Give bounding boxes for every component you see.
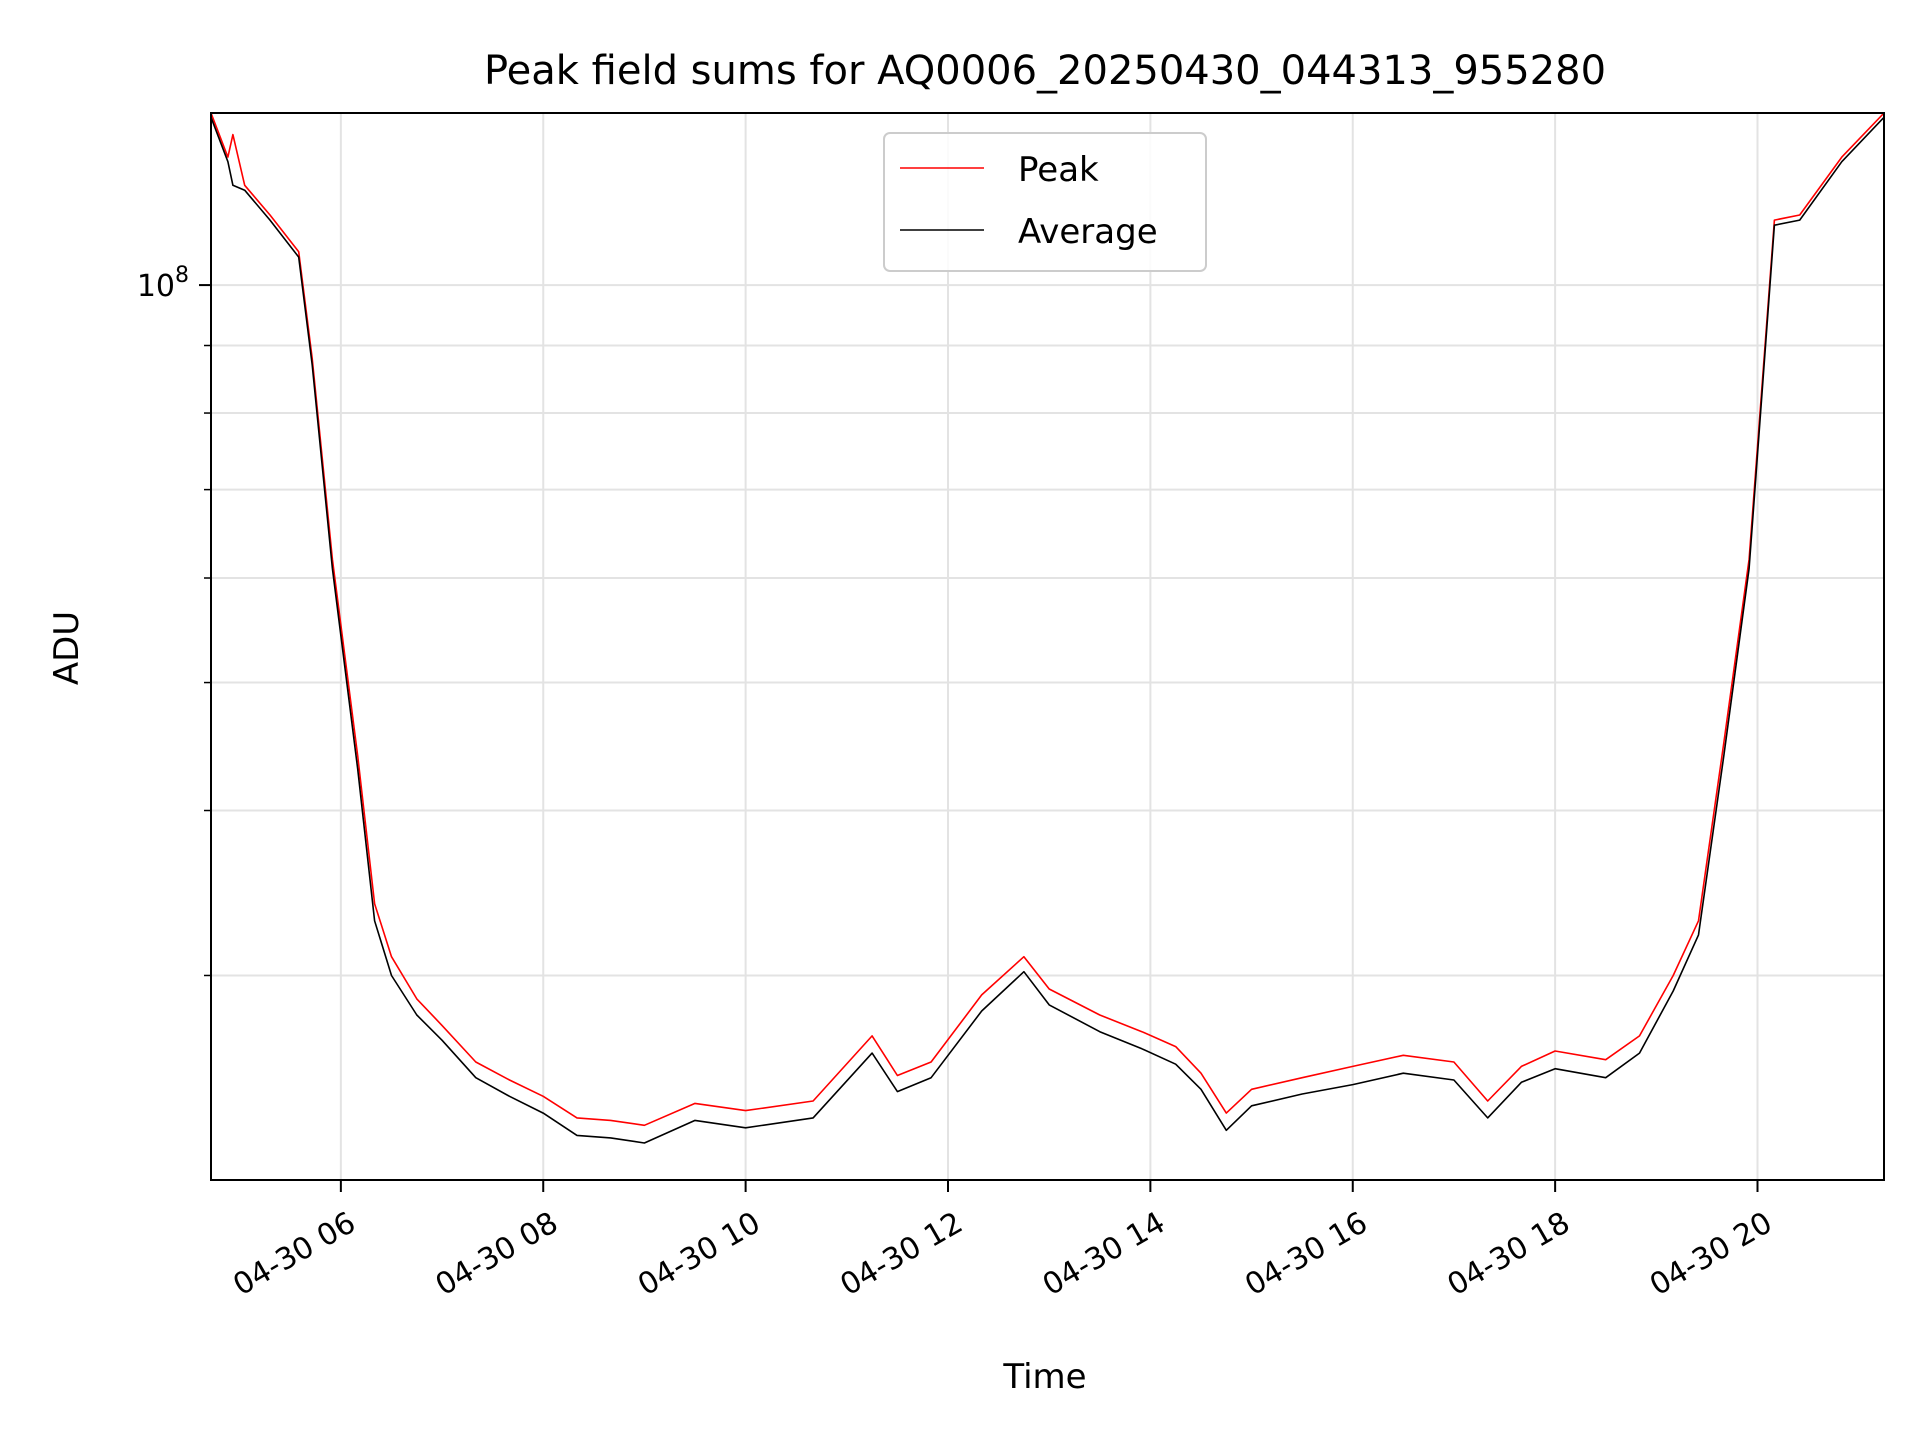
chart-title: Peak field sums for AQ0006_20250430_0443… (484, 48, 1606, 94)
series-line-peak (210, 112, 1885, 1127)
grid (211, 113, 1884, 1180)
y-axis-label: ADU (47, 611, 87, 685)
plot-frame (210, 112, 1885, 1181)
series-line-average (210, 116, 1885, 1144)
y-tick-label: 108 (137, 263, 189, 304)
plot-lines (210, 112, 1885, 1144)
y-axis-ticks: 108 (137, 263, 211, 977)
legend: Peak Average (883, 132, 1207, 272)
x-axis-label: Time (1002, 1357, 1086, 1397)
legend-label-average: Average (1018, 212, 1158, 252)
legend-label-peak: Peak (1018, 150, 1099, 190)
